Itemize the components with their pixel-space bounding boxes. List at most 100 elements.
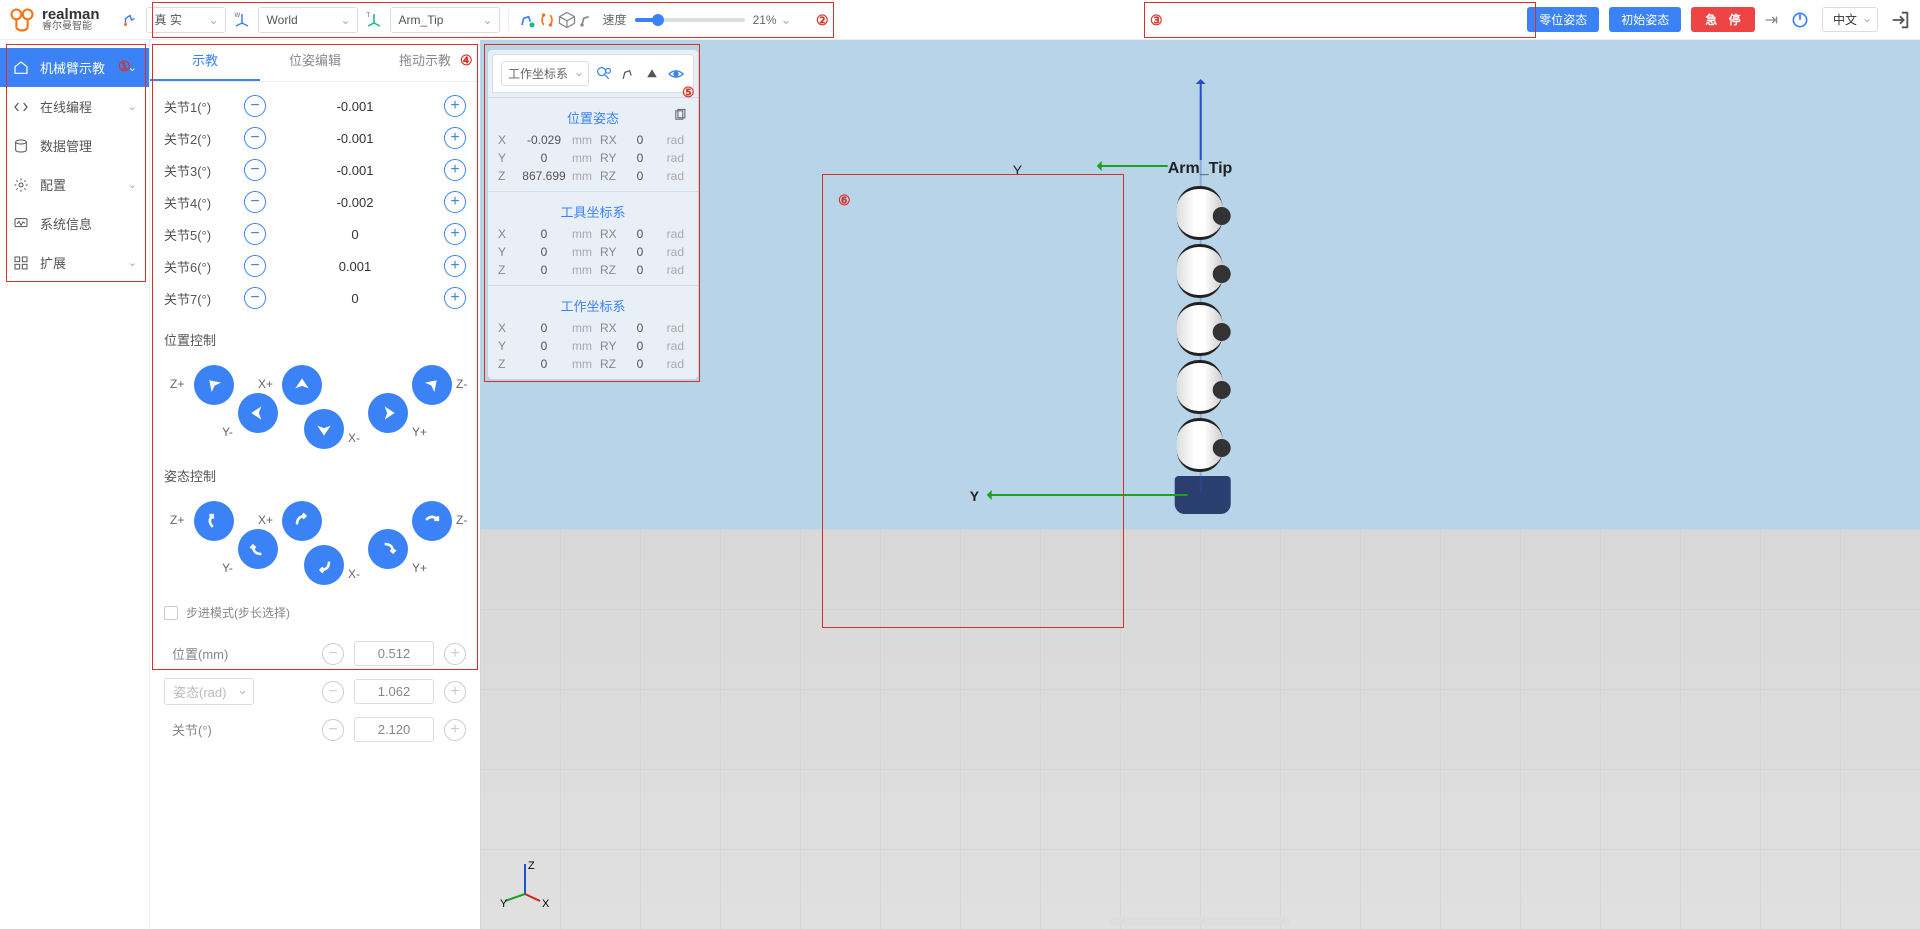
joint-row-6: 关节6(°)−0.001+ xyxy=(164,250,466,282)
step-value[interactable]: 0.512 xyxy=(354,641,434,666)
pad-label: X+ xyxy=(258,377,273,391)
pad-zp-button[interactable] xyxy=(194,365,234,405)
joint-plus-button[interactable]: + xyxy=(444,127,466,149)
pose-tool-icon-3[interactable] xyxy=(643,65,661,83)
step-minus-button[interactable]: − xyxy=(322,681,344,703)
axis-gizmo[interactable]: ZYX xyxy=(500,859,550,909)
pose-section-title: 工具坐标系 xyxy=(498,198,688,225)
joint-plus-button[interactable]: + xyxy=(444,255,466,277)
pad-xm-button[interactable] xyxy=(304,545,344,585)
sidebar-item-3[interactable]: 配置⌄ xyxy=(0,165,149,204)
sidebar-item-2[interactable]: 数据管理 xyxy=(0,126,149,165)
step-mode-row: 步进模式(步长选择) xyxy=(150,594,480,631)
chevron-down-icon: ⌄ xyxy=(128,178,137,191)
toolbar-icon-4[interactable] xyxy=(577,10,597,30)
joint-row-1: 关节1(°)−-0.001+ xyxy=(164,90,466,122)
joint-minus-button[interactable]: − xyxy=(244,159,266,181)
pose-row: Y0mmRY0rad xyxy=(498,337,688,355)
exit-icon[interactable] xyxy=(1888,8,1912,32)
horizontal-scrollbar[interactable] xyxy=(1110,917,1290,925)
joint-plus-button[interactable]: + xyxy=(444,223,466,245)
copy-icon[interactable] xyxy=(672,108,688,124)
joint-row-5: 关节5(°)−0+ xyxy=(164,218,466,250)
pad-yp-button[interactable] xyxy=(368,529,408,569)
teach-tab-1[interactable]: 位姿编辑 xyxy=(260,40,370,81)
joint-plus-button[interactable]: + xyxy=(444,287,466,309)
pad-xm-button[interactable] xyxy=(304,409,344,449)
joint-plus-button[interactable]: + xyxy=(444,191,466,213)
power-icon[interactable] xyxy=(1788,8,1812,32)
svg-text:T: T xyxy=(366,13,370,19)
sidebar-item-1[interactable]: 在线编程⌄ xyxy=(0,87,149,126)
joint-label: 关节2(°) xyxy=(164,129,244,148)
pose-frame-select[interactable]: 工作坐标系 xyxy=(501,61,589,86)
joint-label: 关节4(°) xyxy=(164,193,244,212)
robot-mode-icon[interactable] xyxy=(120,10,140,30)
logo-title: realman xyxy=(42,7,100,22)
joint-minus-button[interactable]: − xyxy=(244,255,266,277)
pose-eye-icon[interactable] xyxy=(667,65,685,83)
zero-pose-button[interactable]: 零位姿态 xyxy=(1527,7,1599,32)
joint-plus-button[interactable]: + xyxy=(444,95,466,117)
pose-row: X0mmRX0rad xyxy=(498,225,688,243)
joint-minus-button[interactable]: − xyxy=(244,287,266,309)
estop-button[interactable]: 急 停 xyxy=(1691,7,1754,32)
logo-icon xyxy=(8,6,36,34)
mode-select[interactable]: 真 实 xyxy=(146,7,226,33)
step-label[interactable]: 姿态(rad) xyxy=(164,678,254,705)
pad-label: Z- xyxy=(456,377,467,391)
pad-ym-button[interactable] xyxy=(238,529,278,569)
joint-value: -0.001 xyxy=(266,163,444,178)
step-minus-button[interactable]: − xyxy=(322,643,344,665)
step-minus-button[interactable]: − xyxy=(322,719,344,741)
world-frame-select[interactable]: World xyxy=(258,7,358,33)
joint-value: 0.001 xyxy=(266,259,444,274)
pose-row: Z867.699mmRZ0rad xyxy=(498,167,688,185)
pad-xp-button[interactable] xyxy=(282,501,322,541)
pose-row: Z0mmRZ0rad xyxy=(498,355,688,373)
pad-yp-button[interactable] xyxy=(368,393,408,433)
joint-plus-button[interactable]: + xyxy=(444,159,466,181)
joint-minus-button[interactable]: − xyxy=(244,127,266,149)
language-select[interactable]: 中文 xyxy=(1822,7,1878,32)
joint-minus-button[interactable]: − xyxy=(244,223,266,245)
joint-value: 0 xyxy=(266,227,444,242)
pad-label: Z- xyxy=(456,513,467,527)
pad-ym-button[interactable] xyxy=(238,393,278,433)
pad-xp-button[interactable] xyxy=(282,365,322,405)
pad-label: Z+ xyxy=(170,377,184,391)
home-icon xyxy=(12,59,30,77)
step-plus-button[interactable]: + xyxy=(444,719,466,741)
pad-label: Y+ xyxy=(412,561,427,575)
pad-zm-button[interactable] xyxy=(412,365,452,405)
toolbar-icon-1[interactable] xyxy=(517,10,537,30)
step-mode-checkbox[interactable] xyxy=(164,606,178,620)
joint-row-4: 关节4(°)−-0.002+ xyxy=(164,186,466,218)
speed-chevron-icon[interactable]: ⌄ xyxy=(781,12,792,28)
pad-zm-button[interactable] xyxy=(412,501,452,541)
sidebar-item-4[interactable]: 系统信息 xyxy=(0,204,149,243)
teach-tab-0[interactable]: 示教 xyxy=(150,40,260,81)
pose-row: Y0mmRY0rad xyxy=(498,243,688,261)
step-value[interactable]: 2.120 xyxy=(354,717,434,742)
pose-tool-icon-2[interactable] xyxy=(619,65,637,83)
pad-zp-button[interactable] xyxy=(194,501,234,541)
step-plus-button[interactable]: + xyxy=(444,643,466,665)
step-input-row-2: 关节(°)−2.120+ xyxy=(164,711,466,748)
sidebar-item-5[interactable]: 扩展⌄ xyxy=(0,243,149,282)
toolbar-icon-2[interactable] xyxy=(537,10,557,30)
toolbar-icon-3[interactable] xyxy=(557,10,577,30)
pad-label: Y- xyxy=(222,425,233,439)
tool-frame-select[interactable]: Arm_Tip xyxy=(390,7,500,33)
attitude-control-title: 姿态控制 xyxy=(150,458,480,489)
pose-tool-icon-1[interactable] xyxy=(595,65,613,83)
joint-value: -0.002 xyxy=(266,195,444,210)
tip-y-axis: Y xyxy=(1098,165,1168,167)
speed-slider[interactable] xyxy=(635,18,745,22)
joint-minus-button[interactable]: − xyxy=(244,95,266,117)
init-pose-button[interactable]: 初始姿态 xyxy=(1609,7,1681,32)
collapse-icon[interactable]: ⇥ xyxy=(1765,10,1778,30)
joint-minus-button[interactable]: − xyxy=(244,191,266,213)
step-value[interactable]: 1.062 xyxy=(354,679,434,704)
step-plus-button[interactable]: + xyxy=(444,681,466,703)
